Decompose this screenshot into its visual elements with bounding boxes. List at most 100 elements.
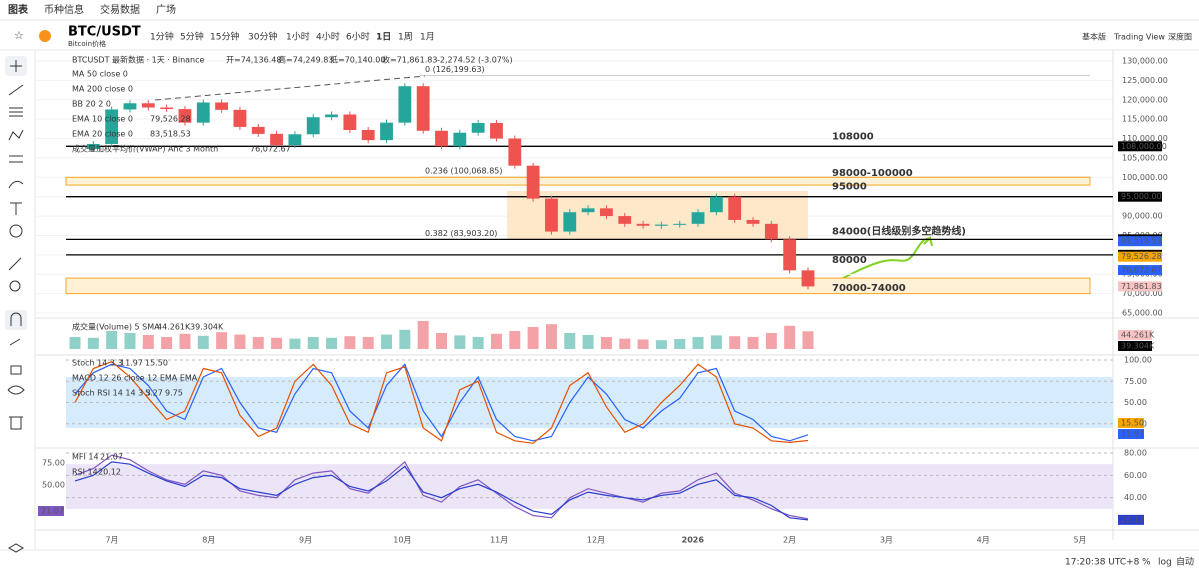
interval[interactable]: 30分钟: [248, 31, 277, 43]
footer-item[interactable]: log: [1158, 558, 1172, 568]
tool-zoom[interactable]: [9, 280, 21, 292]
indicator-name: EMA 10 close 0: [72, 115, 133, 124]
candle-body: [764, 223, 778, 240]
x-tick-label: 11月: [490, 536, 508, 545]
pane-band: [66, 464, 1113, 509]
vol-tag: [1118, 330, 1152, 340]
candle-body: [618, 216, 632, 224]
candle-body: [196, 102, 210, 123]
volume-bar: [362, 337, 374, 349]
volume-bar: [692, 337, 704, 349]
interval[interactable]: 4小时: [316, 31, 340, 43]
symbol-sub: Bitcoin价格: [68, 39, 106, 48]
tool-lock[interactable]: [10, 365, 22, 375]
indicator-value: 76,072.67: [250, 145, 291, 154]
tool-ruler[interactable]: [8, 257, 22, 271]
tool-brush[interactable]: [8, 180, 24, 189]
btc-icon: [39, 30, 51, 42]
interval[interactable]: 1分钟: [150, 31, 174, 43]
volume-bar: [69, 337, 81, 349]
indicator-name: EMA 20 close 0: [72, 130, 133, 139]
volume-bar: [509, 331, 521, 349]
osc-legend: RSI 14: [72, 468, 98, 477]
x-tick-label: 9月: [299, 536, 312, 545]
tool-trash[interactable]: [9, 416, 23, 430]
tool-eye[interactable]: [7, 385, 25, 395]
interval[interactable]: 6小时: [346, 31, 370, 43]
footer-item[interactable]: 自动: [1176, 556, 1194, 568]
candle-body: [691, 212, 705, 224]
osc-line: [74, 361, 809, 444]
tool-line[interactable]: [8, 84, 24, 96]
tool-lock-draw[interactable]: [9, 338, 21, 346]
level-label: 84000(日线级别多空趋势线): [832, 224, 966, 237]
view-switch[interactable]: 基本版: [1082, 32, 1106, 42]
nav-tab[interactable]: 图表: [8, 3, 29, 16]
price-tag: [1118, 236, 1162, 247]
volume-bar: [765, 333, 777, 349]
x-tick-label: 10月: [393, 536, 411, 545]
candle-body: [654, 224, 668, 226]
x-tick-label: 5月: [1073, 536, 1086, 545]
symbol: BTC/USDT: [68, 25, 141, 40]
candle-body: [563, 212, 577, 232]
x-tick-label: 7月: [105, 536, 118, 545]
volume-bar: [729, 336, 741, 349]
level-label: 108000: [832, 131, 874, 142]
x-tick-label: 2026: [682, 536, 705, 545]
left-tick-label: 50.00: [42, 481, 65, 490]
y-tick-label: 70,000.00: [1122, 289, 1163, 298]
price-tag-label: 79,526.28: [1121, 252, 1162, 261]
rsi-tag: [1118, 514, 1144, 525]
y-tick-label: 90,000.00: [1122, 212, 1163, 221]
vol-tag-label: 44.261K: [1121, 331, 1155, 340]
candle-body: [325, 114, 338, 118]
projection-arrow: [923, 236, 933, 247]
fib-label: 0 (126,199.63): [425, 65, 485, 74]
volume-bar: [124, 333, 136, 349]
interval[interactable]: 1周: [398, 32, 413, 43]
tool-fib[interactable]: [9, 155, 23, 163]
tool-text[interactable]: [10, 202, 22, 215]
price-tag: [1118, 281, 1162, 292]
candle-body: [361, 130, 375, 141]
volume-bar: [637, 339, 649, 349]
y-tick-label: 65,000.00: [1122, 309, 1163, 318]
volume-bar: [179, 333, 191, 349]
volume-bar: [582, 335, 594, 349]
trend-dashed: [154, 75, 426, 101]
view-switch[interactable]: 深度图: [1168, 32, 1192, 42]
interval[interactable]: 15分钟: [210, 31, 239, 43]
rsi-tag-label: 20.12: [1121, 515, 1144, 524]
osc-legend: MFI 14: [72, 453, 99, 462]
view-switch[interactable]: Trading View: [1113, 33, 1165, 42]
tool-lines[interactable]: [9, 107, 23, 117]
fib-label: 0.236 (100,068.85): [425, 167, 503, 176]
star-icon[interactable]: ☆: [14, 29, 24, 42]
tool-emoji[interactable]: [9, 224, 23, 238]
volume-bar: [417, 321, 429, 349]
y-tick-label: 60.00: [1124, 471, 1147, 480]
tool-crosshair[interactable]: [10, 60, 22, 72]
candle-body: [233, 109, 247, 127]
footer-item[interactable]: %: [1142, 558, 1151, 568]
volume-bar: [307, 337, 319, 349]
volume-bar: [271, 337, 283, 349]
tool-pattern[interactable]: [8, 129, 24, 141]
stoch-legend: 15.50: [145, 359, 168, 368]
nav-tab[interactable]: 广场: [156, 3, 176, 16]
indicator-name: MA 50 close 0: [72, 70, 128, 79]
nav-tab[interactable]: 币种信息: [44, 3, 84, 16]
tool-layers[interactable]: [7, 543, 25, 553]
y-tick-label: 125,000.00: [1122, 76, 1168, 85]
volume-bar: [326, 337, 338, 349]
interval[interactable]: 1小时: [286, 31, 310, 43]
volume-bar: [454, 335, 466, 349]
interval[interactable]: 5分钟: [180, 31, 204, 43]
interval[interactable]: 1月: [420, 32, 435, 43]
interval[interactable]: 1日: [376, 32, 391, 43]
tool-magnet[interactable]: [10, 312, 22, 326]
candle-body: [86, 143, 100, 150]
nav-tab[interactable]: 交易数据: [100, 3, 140, 16]
candle-body: [435, 130, 448, 147]
